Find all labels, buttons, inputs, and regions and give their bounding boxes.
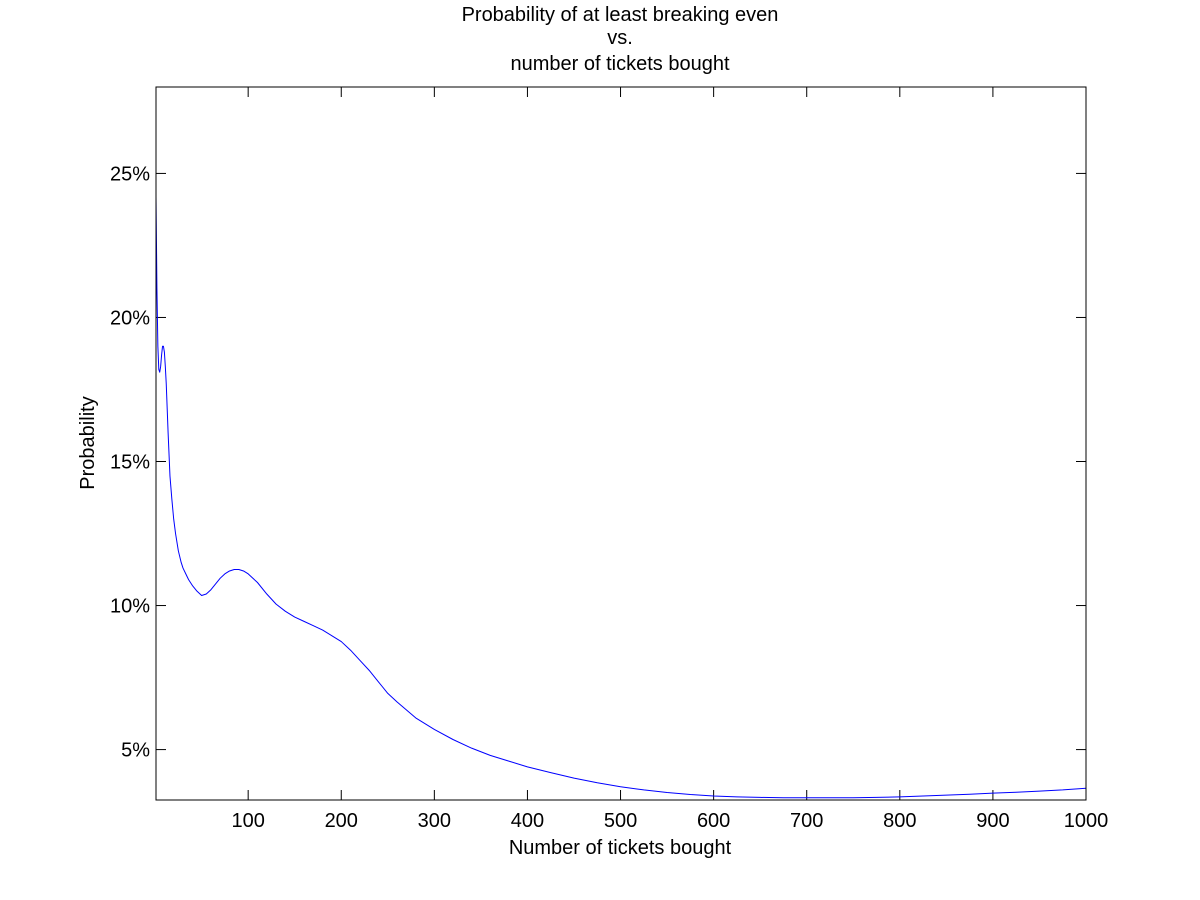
series-line bbox=[155, 196, 1087, 799]
chart-title-line-1: Probability of at least breaking even bbox=[462, 4, 779, 26]
chart-title-line-2: vs. bbox=[607, 27, 633, 49]
y-tick-label: 20% bbox=[110, 307, 150, 329]
x-tick-label: 100 bbox=[231, 810, 264, 832]
x-tick-label: 600 bbox=[697, 810, 730, 832]
x-axis-title: Number of tickets bought bbox=[509, 837, 732, 859]
x-tick-label: 1000 bbox=[1064, 810, 1109, 832]
series-group bbox=[155, 196, 1087, 799]
axes-box bbox=[155, 86, 1087, 801]
x-tick-label: 200 bbox=[325, 810, 358, 832]
x-tick-label: 300 bbox=[418, 810, 451, 832]
x-tick-label: 400 bbox=[511, 810, 544, 832]
y-tick-label: 5% bbox=[121, 740, 150, 762]
y-tick-label: 15% bbox=[110, 452, 150, 474]
chart-title-line-3: number of tickets bought bbox=[510, 53, 729, 75]
x-tick-label: 700 bbox=[790, 810, 823, 832]
y-tick-label: 25% bbox=[110, 163, 150, 185]
y-axis-title: Probability bbox=[77, 396, 99, 489]
y-tick-label: 10% bbox=[110, 596, 150, 618]
x-axis-ticks: 100 200 300 400 500 600 700 800 900 1000 bbox=[231, 87, 1108, 832]
x-tick-label: 800 bbox=[883, 810, 916, 832]
x-tick-label: 900 bbox=[976, 810, 1009, 832]
x-tick-label: 500 bbox=[604, 810, 637, 832]
y-axis-ticks: 5% 10% 15% 20% 25% bbox=[110, 163, 1086, 762]
